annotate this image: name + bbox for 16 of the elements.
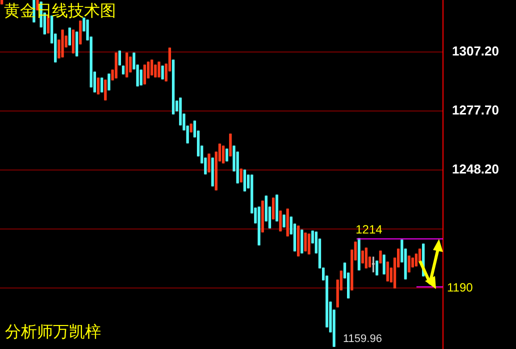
annotation: 分析师万凯梓: [5, 322, 101, 343]
candlestick: [379, 250, 382, 264]
y-tick-label: 1277.70: [452, 102, 499, 118]
y-tick-label: 1307.20: [452, 44, 499, 59]
candlestick: [122, 66, 125, 74]
ref-line-label: 1190: [447, 280, 474, 295]
candlestick: [282, 214, 286, 228]
candlestick: [161, 66, 164, 80]
candlestick: [240, 168, 242, 182]
ref-line-label: 1214: [356, 222, 383, 237]
y-tick-label: 1248.20: [452, 162, 499, 177]
candlestick: [96, 78, 100, 94]
candlestick: [190, 124, 192, 132]
annotation: 1159.96: [343, 333, 382, 345]
candlestick: [0, 0, 4, 4]
candlestick: [226, 148, 228, 162]
